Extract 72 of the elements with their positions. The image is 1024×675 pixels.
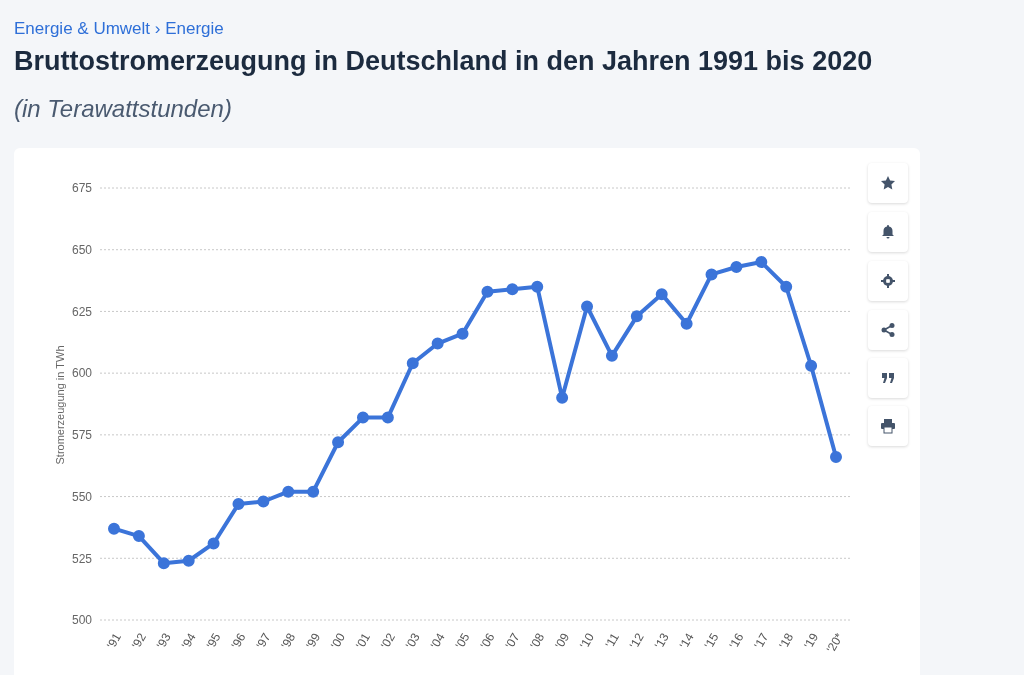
x-tick-label: '08 (527, 630, 548, 652)
text: Energie & Umwelt › Energie (14, 19, 224, 39)
point (630, 310, 643, 323)
point (207, 537, 220, 550)
x-tick-label: '04 (427, 630, 448, 652)
point (182, 554, 195, 567)
point (605, 349, 618, 362)
x-tick-label: '17 (751, 630, 772, 652)
x-tick-label: '93 (153, 630, 174, 652)
x-tick-label: '12 (626, 630, 647, 652)
point (805, 359, 818, 372)
point (705, 268, 718, 281)
point (431, 337, 444, 350)
x-tick-label: '91 (104, 630, 125, 652)
x-tick-label: '97 (253, 630, 274, 652)
point (356, 411, 369, 424)
x-tick-label: '18 (776, 630, 797, 652)
x-tick-label: '15 (701, 630, 722, 652)
x-tick-label: '06 (477, 630, 498, 652)
y-tick-label: 575 (71, 428, 93, 443)
point (381, 411, 394, 424)
point (531, 280, 544, 293)
point (257, 495, 270, 508)
x-tick-label: '07 (502, 630, 523, 652)
point (730, 260, 743, 273)
chart-subtitle: (in Terawattstunden) (14, 95, 232, 123)
x-tick-label: '13 (651, 630, 672, 652)
x-tick-label: '98 (278, 630, 299, 652)
x-tick-label: '00 (328, 630, 349, 652)
x-tick-label: '96 (228, 630, 249, 652)
x-tick-label: '92 (128, 630, 150, 652)
y-tick-label: 550 (71, 489, 93, 504)
y-tick-label: 525 (71, 551, 93, 566)
point (556, 391, 569, 404)
y-tick-label: 650 (71, 242, 93, 257)
point (456, 327, 469, 340)
point (830, 451, 842, 464)
point (655, 288, 668, 301)
x-tick-label: '01 (353, 630, 374, 652)
point (680, 317, 693, 330)
x-tick-label: '02 (377, 630, 398, 652)
x-tick-label: '99 (303, 630, 324, 652)
x-tick-label: '09 (552, 630, 573, 652)
point (406, 357, 419, 370)
x-tick-label: '10 (577, 630, 598, 652)
x-tick-label: '14 (676, 630, 697, 652)
point (481, 285, 494, 298)
y-tick-label: 500 (71, 613, 93, 628)
x-tick-label: '03 (402, 630, 423, 652)
y-tick-label: 625 (71, 304, 93, 319)
x-tick-label: '20* (823, 630, 847, 656)
point (232, 497, 245, 510)
y-axis-title: Stromerzeugung in TWh (54, 345, 66, 465)
x-tick-label: '95 (203, 630, 224, 652)
point (581, 300, 594, 313)
point (755, 256, 768, 269)
y-tick-label: 675 (71, 181, 93, 196)
y-tick-label: 600 (71, 366, 93, 381)
point (108, 522, 120, 535)
x-tick-label: '05 (452, 630, 473, 652)
point (132, 530, 145, 543)
x-tick-label: '11 (602, 630, 623, 651)
x-tick-label: '94 (178, 630, 199, 652)
x-tick-label: '19 (801, 630, 822, 652)
point (780, 280, 793, 293)
point (282, 485, 295, 498)
point (506, 283, 519, 296)
point (157, 557, 170, 570)
point (307, 485, 320, 498)
point (332, 436, 345, 449)
x-tick-label: '16 (726, 630, 747, 652)
chart-title: Bruttostromerzeugung in Deutschland in den Jahren 1991 bis 2020 (14, 46, 873, 77)
